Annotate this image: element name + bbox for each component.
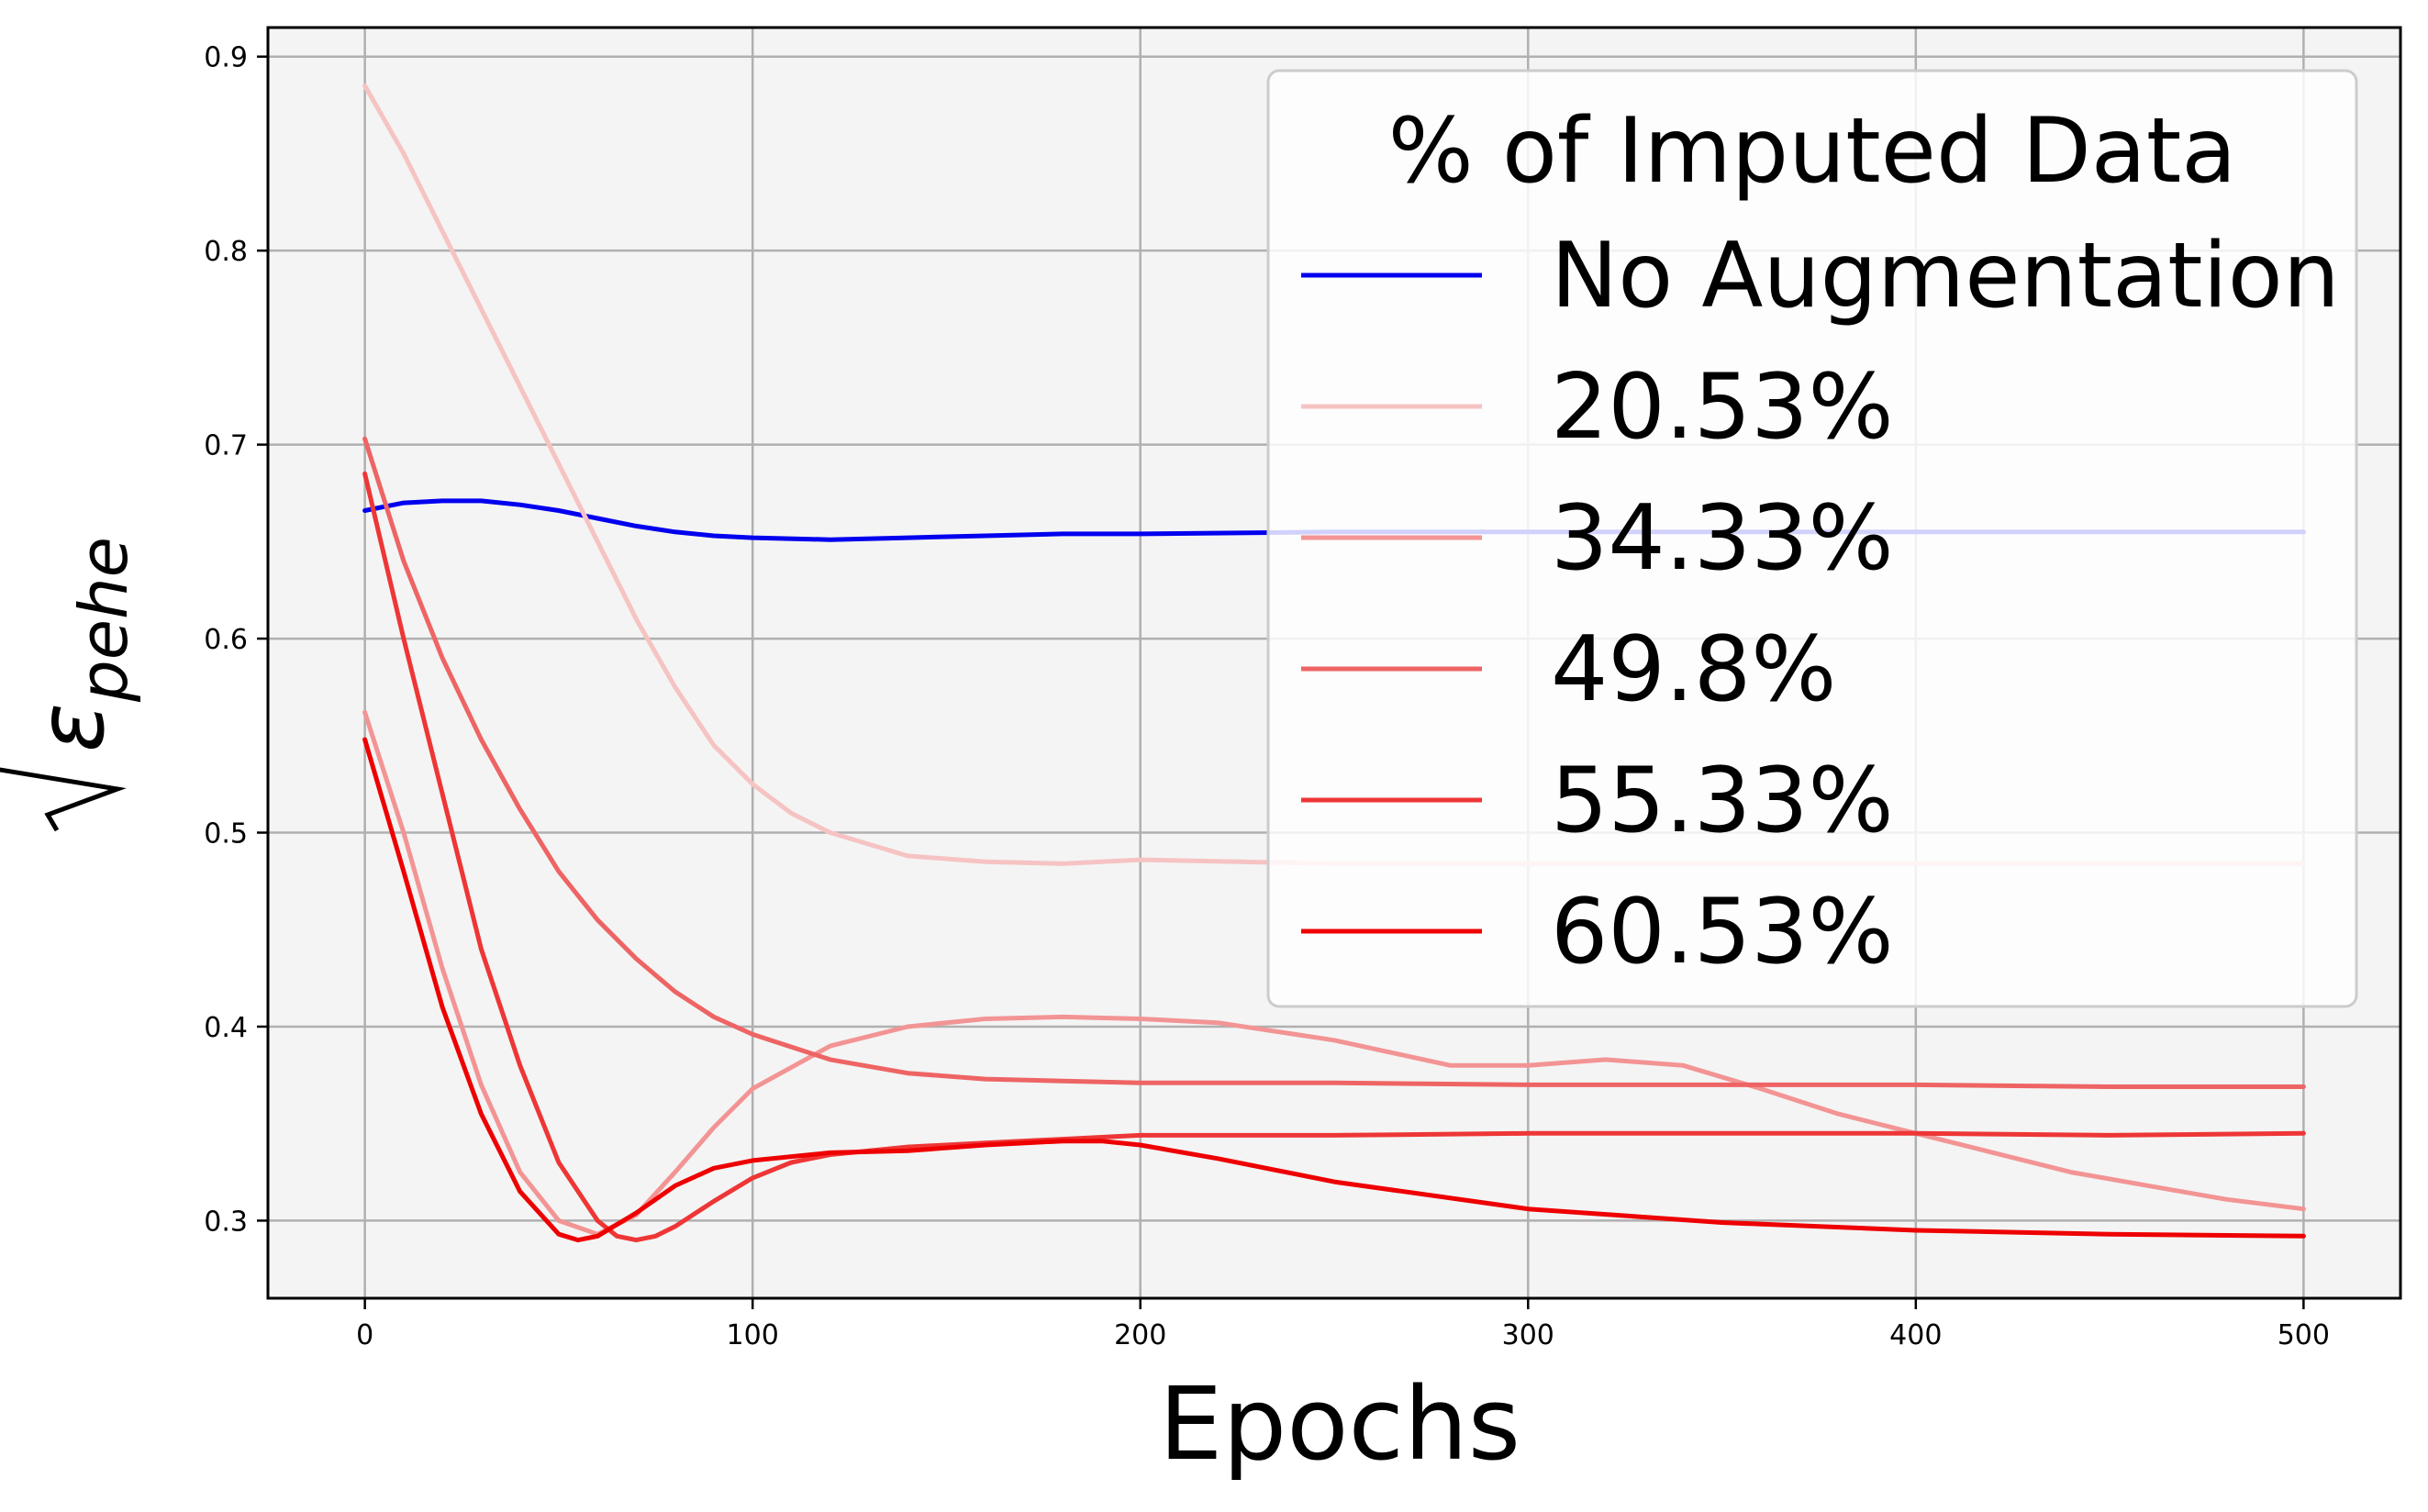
y-axis-label-subscript: pehe	[65, 537, 142, 703]
series-line-2	[362, 709, 2306, 1237]
series-line-4	[362, 471, 2306, 1243]
legend-label-0: No Augmentation	[1551, 224, 2340, 328]
legend-label-5: 60.53%	[1551, 880, 1894, 984]
y-axis-label-symbol: ε	[17, 703, 125, 752]
series-line-5	[362, 737, 2306, 1243]
legend: % of Imputed Data No Augmentation 20.53% 3…	[1266, 69, 2358, 1008]
y-tick-label: 0.4	[204, 1012, 248, 1044]
legend-label-3: 49.8%	[1551, 617, 1836, 722]
legend-label-2: 34.33%	[1551, 486, 1894, 591]
y-tick-label: 0.5	[204, 818, 248, 850]
series-line-3	[362, 436, 2306, 1089]
x-tick-label: 400	[1889, 1319, 1942, 1351]
legend-label-1: 20.53%	[1551, 355, 1894, 460]
x-tick-label: 500	[2278, 1319, 2330, 1351]
y-tick-label: 0.7	[204, 430, 248, 462]
y-axis-label: ε pehe	[0, 491, 142, 832]
x-tick-label: 100	[727, 1319, 779, 1351]
y-tick-label: 0.6	[204, 624, 248, 656]
legend-title: % of Imputed Data	[1388, 99, 2237, 204]
x-tick-label: 0	[356, 1319, 373, 1351]
y-tick-label: 0.9	[204, 42, 248, 74]
y-tick-label: 0.3	[204, 1206, 248, 1238]
x-axis-label: Epochs	[1159, 1365, 1520, 1483]
x-tick-label: 300	[1502, 1319, 1554, 1351]
y-tick-label: 0.8	[204, 236, 248, 268]
x-tick-label: 200	[1114, 1319, 1166, 1351]
sqrt-symbol-icon	[0, 491, 127, 832]
legend-box	[1266, 69, 2358, 1008]
legend-label-4: 55.33%	[1551, 749, 1894, 853]
plot-frame	[266, 26, 2402, 1300]
